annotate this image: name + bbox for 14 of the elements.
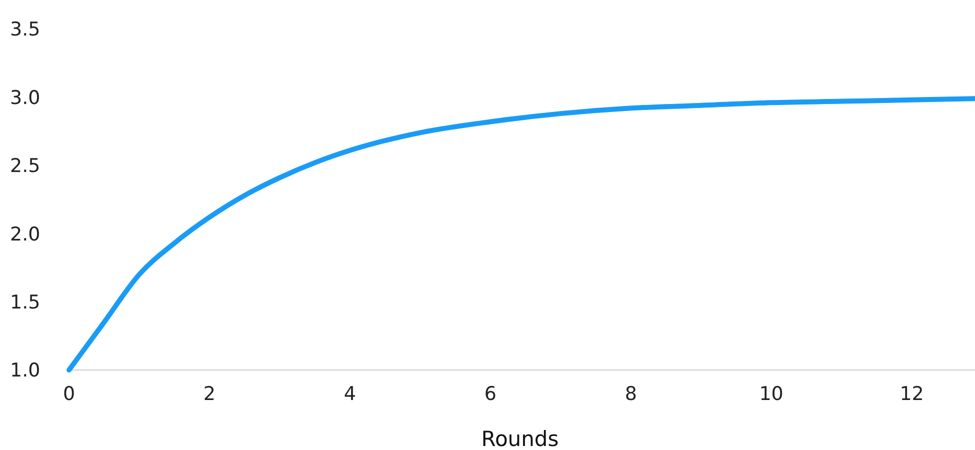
y-tick-label: 1.0 bbox=[10, 360, 40, 382]
x-axis-title: Rounds bbox=[481, 427, 559, 450]
y-tick-label: 2.5 bbox=[10, 155, 40, 178]
y-tick-label: 2.0 bbox=[10, 223, 40, 246]
x-tick-label: 10 bbox=[759, 383, 784, 405]
x-tick-label: 8 bbox=[624, 383, 637, 405]
x-tick-label: 2 bbox=[203, 383, 216, 405]
x-tick-label: 6 bbox=[484, 383, 496, 405]
y-tick-label: 1.5 bbox=[10, 291, 40, 314]
x-tick-label: 12 bbox=[900, 383, 924, 405]
x-tick-label: 0 bbox=[62, 383, 76, 405]
y-tick-label: 3.5 bbox=[10, 18, 40, 41]
y-tick-label: 3.0 bbox=[10, 86, 40, 109]
x-tick-label: 4 bbox=[344, 383, 356, 405]
